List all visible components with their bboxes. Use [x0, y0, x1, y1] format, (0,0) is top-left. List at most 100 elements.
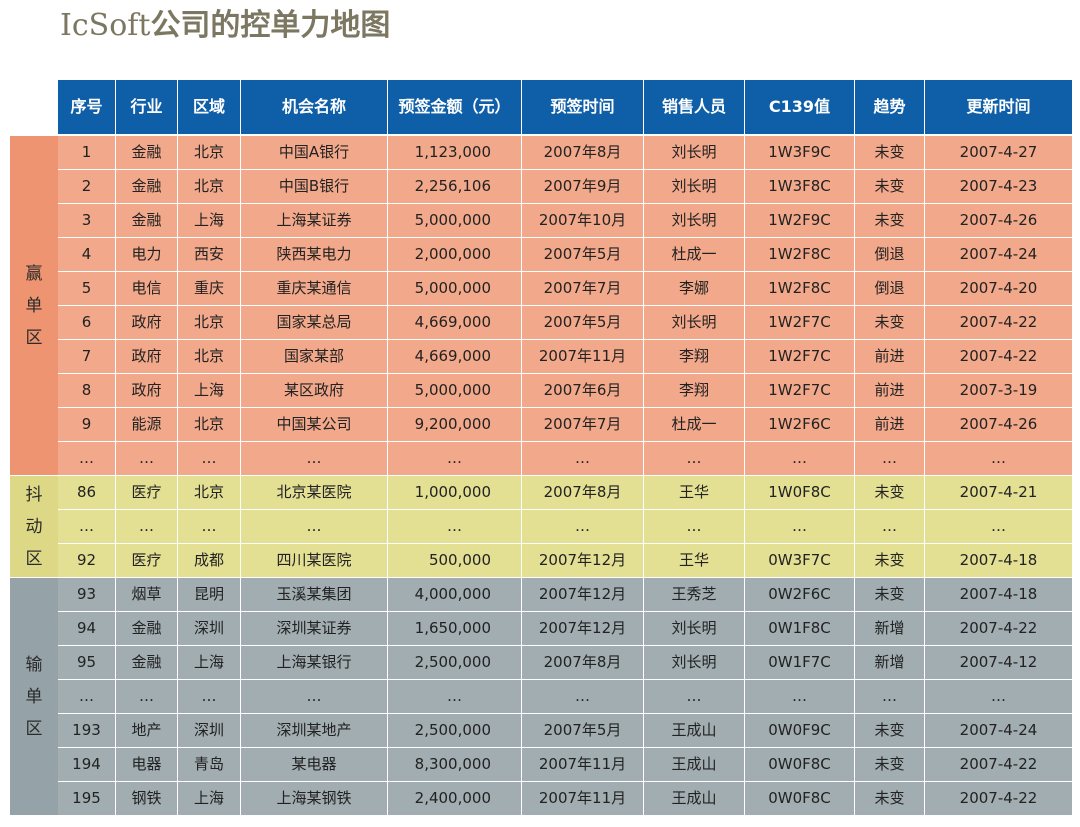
cell-salesperson: 李娜 — [644, 272, 745, 305]
table-row: ………………………… — [58, 442, 1072, 476]
cell-index: 1 — [58, 136, 116, 169]
cell-c139: 0W2F6C — [745, 578, 855, 611]
cell-opportunity: 某电器 — [241, 748, 388, 781]
cell-trend: 前进 — [855, 408, 925, 441]
cell-sign-date: 2007年5月 — [522, 714, 644, 747]
cell-salesperson: 刘长明 — [644, 306, 745, 339]
cell-updated: 2007-4-20 — [959, 279, 1038, 297]
table-row: 95 金融 上海 上海某银行 2,500,000 2007年8月 刘长明 0W1F7C 新增 20… — [58, 646, 1072, 680]
cell-c139: … — [745, 510, 855, 543]
cell-region: 青岛 — [178, 748, 241, 781]
cell-salesperson: 李翔 — [644, 374, 745, 407]
cell-amount: 2,500,000 — [388, 646, 522, 679]
cell-sign-date: 2007年12月 — [522, 544, 644, 577]
zone-label-char: 区 — [25, 548, 43, 569]
cell-region: 上海 — [178, 204, 241, 237]
cell-industry: 金融 — [116, 204, 178, 237]
cell-trend: 新增 — [855, 646, 925, 679]
table-row: 8 政府 上海 某区政府 5,000,000 2007年6月 李翔 1W2F7C 前进 2007-… — [58, 374, 1072, 408]
zone-label-lose: 输 单 区 — [10, 578, 58, 816]
cell-updated: 2007-3-19 — [959, 381, 1038, 399]
table-row: 194 电器 青岛 某电器 8,300,000 2007年11月 王成山 0W0F8C 未变 20… — [58, 748, 1072, 782]
cell-industry: … — [116, 442, 178, 475]
cell-index: 6 — [58, 306, 116, 339]
cell-index: 86 — [58, 476, 116, 509]
cell-updated: 2007-4-21 — [959, 483, 1038, 501]
table-row: 6 政府 北京 国家某总局 4,669,000 2007年5月 刘长明 1W2F7C 未变 200… — [58, 306, 1072, 340]
column-header-sign-date: 预签时间 — [522, 80, 644, 134]
cell-trend: 未变 — [855, 748, 925, 781]
column-header-index: 序号 — [58, 80, 116, 134]
cell-trend: 倒退 — [855, 272, 925, 305]
cell-index: 3 — [58, 204, 116, 237]
cell-industry: 政府 — [116, 340, 178, 373]
zone-label-char: 区 — [25, 718, 43, 739]
cell-amount: 4,669,000 — [388, 306, 522, 339]
cell-c139: 1W2F7C — [745, 374, 855, 407]
cell-trend: 前进 — [855, 340, 925, 373]
cell-opportunity: 陕西某电力 — [241, 238, 388, 271]
cell-index: 7 — [58, 340, 116, 373]
cell-region: 北京 — [178, 340, 241, 373]
cell-sign-date: 2007年11月 — [522, 748, 644, 781]
zone-label-char: 赢 — [25, 263, 43, 284]
cell-sign-date: 2007年5月 — [522, 238, 644, 271]
zone-label-win: 赢 单 区 — [10, 136, 58, 476]
cell-region: … — [178, 442, 241, 475]
cell-opportunity: 上海某证券 — [241, 204, 388, 237]
zone-label-char: 单 — [25, 295, 43, 316]
cell-industry: 电信 — [116, 272, 178, 305]
table-row: ………………………… — [58, 510, 1072, 544]
cell-region: 上海 — [178, 374, 241, 407]
cell-c139: 1W2F7C — [745, 306, 855, 339]
cell-amount: 1,000,000 — [388, 476, 522, 509]
cell-salesperson: 刘长明 — [644, 646, 745, 679]
cell-sign-date: 2007年12月 — [522, 612, 644, 645]
cell-amount: 5,000,000 — [388, 374, 522, 407]
cell-index: 4 — [58, 238, 116, 271]
cell-index: … — [58, 510, 116, 543]
cell-index: 2 — [58, 170, 116, 203]
cell-updated: … — [991, 449, 1006, 467]
column-header-region: 区域 — [178, 80, 241, 134]
cell-c139: 0W1F7C — [745, 646, 855, 679]
cell-sign-date: 2007年7月 — [522, 272, 644, 305]
cell-updated: 2007-4-24 — [959, 721, 1038, 739]
cell-updated: 2007-4-22 — [959, 619, 1038, 637]
cell-trend: 未变 — [855, 306, 925, 339]
cell-opportunity: … — [241, 680, 388, 713]
cell-industry: 医疗 — [116, 544, 178, 577]
cell-salesperson: 王成山 — [644, 714, 745, 747]
cell-trend: 未变 — [855, 204, 925, 237]
cell-region: 西安 — [178, 238, 241, 271]
column-header-industry: 行业 — [116, 80, 178, 134]
cell-opportunity: 上海某银行 — [241, 646, 388, 679]
cell-updated: 2007-4-27 — [959, 143, 1038, 161]
table-row: 195 钢铁 上海 上海某钢铁 2,400,000 2007年11月 王成山 0W0F8C 未变… — [58, 782, 1072, 816]
column-header-salesperson: 销售人员 — [644, 80, 745, 134]
page-title: IcSoft公司的控单力地图 — [60, 6, 390, 46]
cell-c139: 1W2F7C — [745, 340, 855, 373]
cell-region: 昆明 — [178, 578, 241, 611]
table-row: 2 金融 北京 中国B银行 2,256,106 2007年9月 刘长明 1W3F8C 未变 200… — [58, 170, 1072, 204]
zone-label-char: 抖 — [25, 484, 43, 505]
table-row: 94 金融 深圳 深圳某证券 1,650,000 2007年12月 刘长明 0W1F8C 新增 2… — [58, 612, 1072, 646]
table-row: 3 金融 上海 上海某证券 5,000,000 2007年10月 刘长明 1W2F9C 未变 20… — [58, 204, 1072, 238]
cell-c139: 1W2F8C — [745, 272, 855, 305]
cell-amount: 8,300,000 — [388, 748, 522, 781]
cell-salesperson: 刘长明 — [644, 204, 745, 237]
zone-label-char: 单 — [25, 686, 43, 707]
cell-sign-date: 2007年5月 — [522, 306, 644, 339]
cell-opportunity: … — [241, 510, 388, 543]
cell-region: 北京 — [178, 170, 241, 203]
cell-region: 北京 — [178, 408, 241, 441]
cell-opportunity: 深圳某证券 — [241, 612, 388, 645]
cell-trend: … — [855, 680, 925, 713]
cell-region: 深圳 — [178, 612, 241, 645]
column-header-amount: 预签金额（元） — [388, 80, 522, 134]
table-body: 1 金融 北京 中国A银行 1,123,000 2007年8月 刘长明 1W3F9C 未变 200… — [58, 136, 1072, 816]
cell-sign-date: 2007年6月 — [522, 374, 644, 407]
cell-trend: 未变 — [855, 578, 925, 611]
cell-amount: 9,200,000 — [388, 408, 522, 441]
cell-c139: 0W0F9C — [745, 714, 855, 747]
